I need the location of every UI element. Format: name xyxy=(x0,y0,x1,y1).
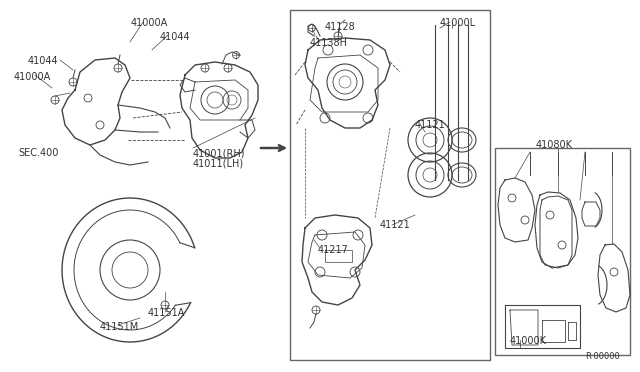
Text: 41080K: 41080K xyxy=(536,140,573,150)
Text: 41000L: 41000L xyxy=(440,18,476,28)
Text: 41001(RH): 41001(RH) xyxy=(193,148,246,158)
Text: R·00000: R·00000 xyxy=(585,352,620,361)
Text: 41217: 41217 xyxy=(318,245,349,255)
Bar xyxy=(290,10,490,360)
Text: 41128: 41128 xyxy=(325,22,356,32)
Text: 41151A: 41151A xyxy=(148,308,186,318)
Text: 41011(LH): 41011(LH) xyxy=(193,159,244,169)
Text: SEC.400: SEC.400 xyxy=(18,148,58,158)
Text: 41121: 41121 xyxy=(380,220,411,230)
Text: 41044: 41044 xyxy=(160,32,191,42)
Text: 41000K: 41000K xyxy=(510,336,547,346)
Text: 41044: 41044 xyxy=(28,56,59,66)
Text: 41000A: 41000A xyxy=(131,18,168,28)
Text: 41151M: 41151M xyxy=(100,322,140,332)
Text: 41121: 41121 xyxy=(415,120,445,130)
Text: 41000A: 41000A xyxy=(14,72,51,82)
Bar xyxy=(495,148,630,355)
Text: 41138H: 41138H xyxy=(310,38,348,48)
